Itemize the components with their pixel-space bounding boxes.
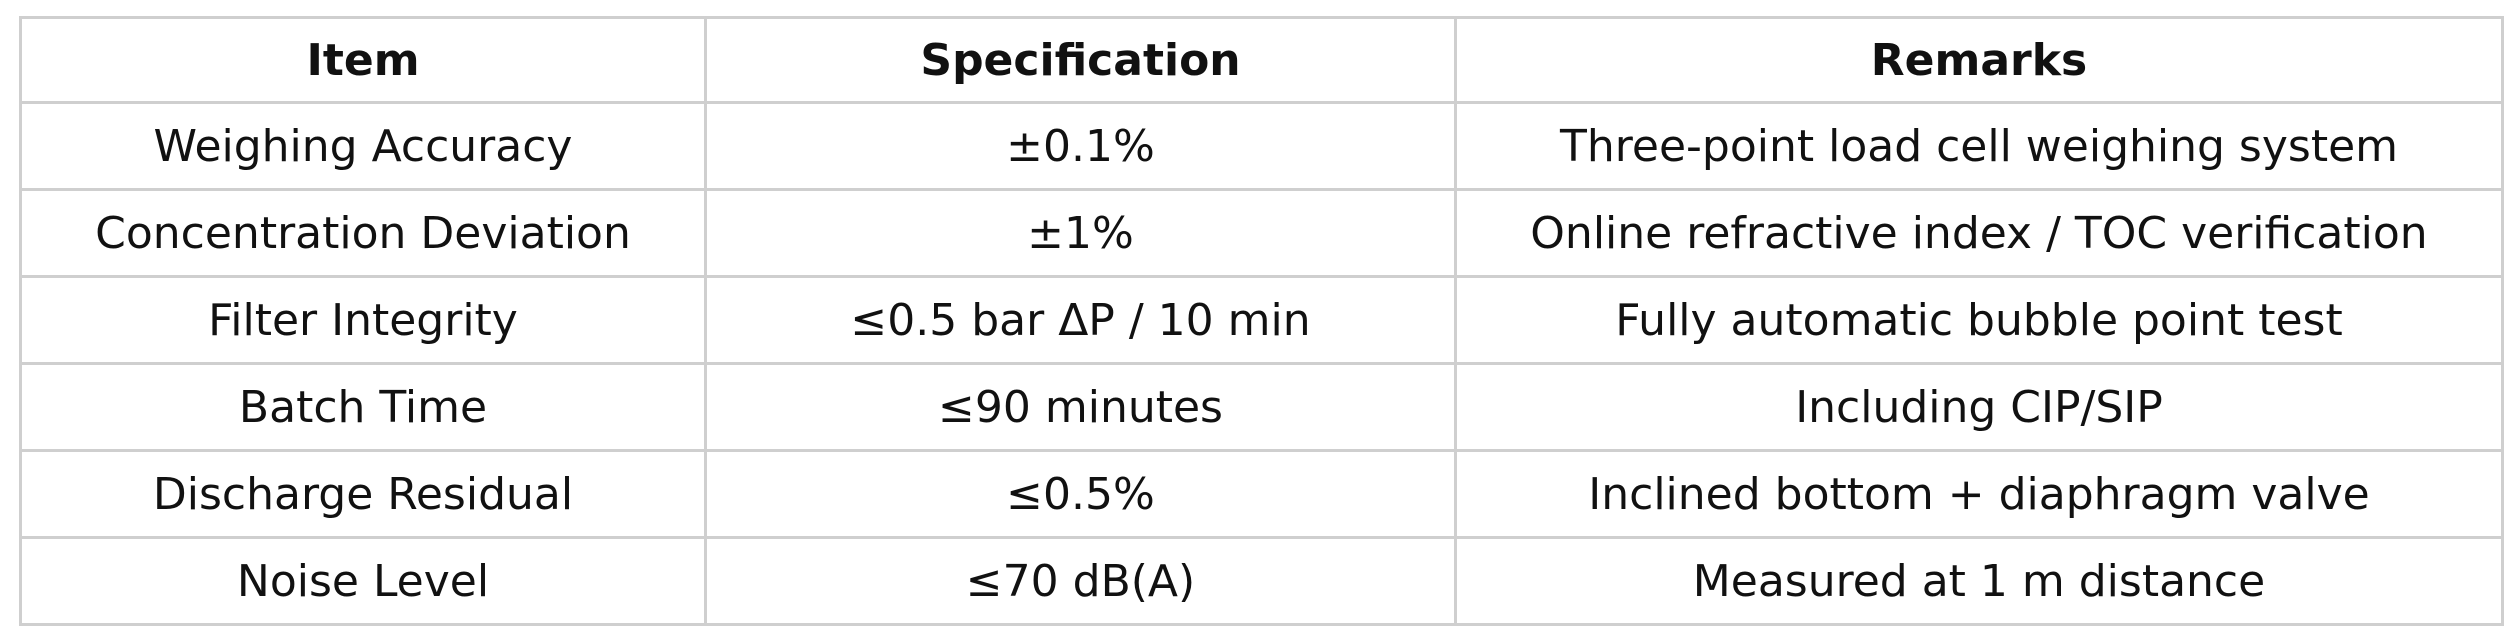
table-cell: Online refractive index / TOC verificati… (1454, 188, 2504, 278)
table-cell: Filter Integrity (19, 275, 707, 365)
header-cell: Item (19, 16, 707, 104)
table-row: Noise Level ≤70 dB(A) Measured at 1 m dist… (19, 536, 2504, 626)
table-cell: ≤70 dB(A) (704, 536, 1457, 626)
table-cell: ≤0.5% (704, 449, 1457, 539)
table-cell: Discharge Residual (19, 449, 707, 539)
table-row: Concentration Deviation ±1% Online refract… (19, 188, 2504, 278)
table-cell: Batch Time (19, 362, 707, 452)
spec-table: Item Specification Remarks Weighing Accura… (19, 16, 2504, 626)
header-cell: Remarks (1454, 16, 2504, 104)
table-cell: ±1% (704, 188, 1457, 278)
table-cell: Fully automatic bubble point test (1454, 275, 2504, 365)
table-row: Discharge Residual ≤0.5% Inclined bottom +… (19, 449, 2504, 539)
table-body: Weighing Accuracy ±0.1% Three-point load c… (19, 101, 2504, 626)
table-cell: ≤90 minutes (704, 362, 1457, 452)
table-cell: Weighing Accuracy (19, 101, 707, 191)
table-cell: Measured at 1 m distance (1454, 536, 2504, 626)
table-cell: Noise Level (19, 536, 707, 626)
table-row: Weighing Accuracy ±0.1% Three-point load c… (19, 101, 2504, 191)
table-cell: ±0.1% (704, 101, 1457, 191)
header-row: Item Specification Remarks (19, 16, 2504, 104)
table-cell: ≤0.5 bar ΔP / 10 min (704, 275, 1457, 365)
header-cell: Specification (704, 16, 1457, 104)
table-cell: Including CIP/SIP (1454, 362, 2504, 452)
table-row: Filter Integrity ≤0.5 bar ΔP / 10 min Full… (19, 275, 2504, 365)
table-row: Batch Time ≤90 minutes Including CIP/SIP (19, 362, 2504, 452)
table-cell: Concentration Deviation (19, 188, 707, 278)
table-cell: Inclined bottom + diaphragm valve (1454, 449, 2504, 539)
table-cell: Three-point load cell weighing system (1454, 101, 2504, 191)
